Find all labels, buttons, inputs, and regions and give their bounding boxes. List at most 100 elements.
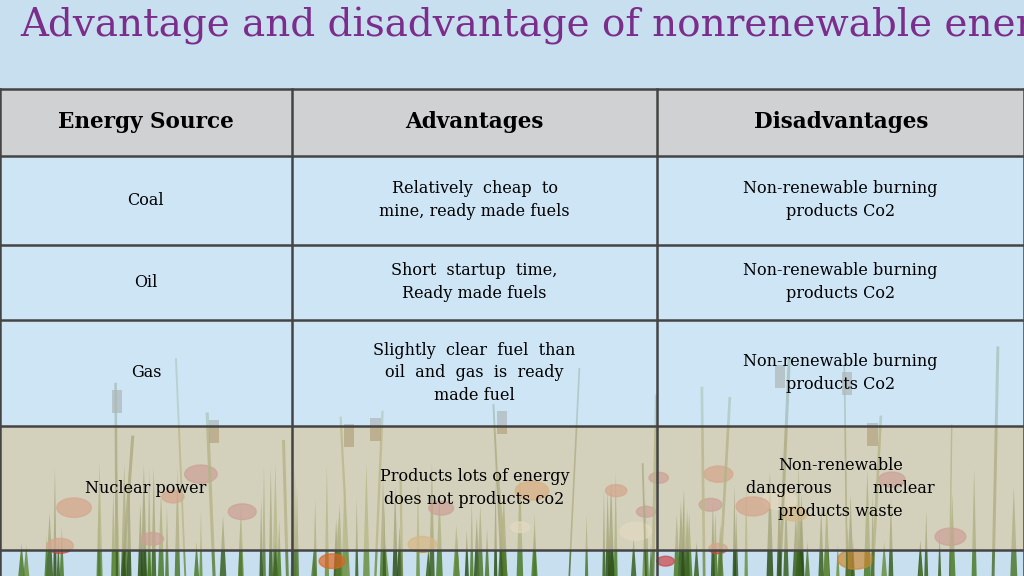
Text: Non-renewable burning
products Co2: Non-renewable burning products Co2 (743, 262, 938, 302)
Polygon shape (805, 541, 810, 576)
Text: Products lots of energy
does not products co2: Products lots of energy does not product… (380, 468, 569, 508)
Polygon shape (138, 503, 143, 576)
Polygon shape (684, 510, 690, 576)
Text: Advantages: Advantages (406, 111, 544, 134)
Polygon shape (711, 499, 715, 576)
Polygon shape (200, 510, 203, 576)
Polygon shape (613, 472, 617, 576)
Polygon shape (123, 542, 126, 576)
Polygon shape (436, 493, 442, 576)
Polygon shape (602, 490, 605, 576)
Bar (0, 89, 1024, 156)
Polygon shape (837, 543, 840, 576)
Polygon shape (380, 476, 386, 576)
Polygon shape (608, 481, 614, 576)
Text: Non-renewable burning
products Co2: Non-renewable burning products Co2 (743, 180, 938, 220)
Circle shape (879, 472, 905, 487)
Circle shape (649, 472, 669, 483)
Polygon shape (796, 535, 802, 576)
Polygon shape (336, 503, 343, 576)
Polygon shape (140, 465, 147, 576)
Text: Disadvantages: Disadvantages (754, 111, 928, 134)
Polygon shape (1011, 487, 1017, 576)
Text: Nuclear power: Nuclear power (85, 480, 207, 497)
Polygon shape (342, 470, 348, 576)
Polygon shape (194, 541, 199, 576)
Bar (0, 156, 1024, 245)
Circle shape (141, 532, 164, 545)
Polygon shape (682, 493, 685, 576)
Polygon shape (46, 513, 53, 576)
Polygon shape (631, 537, 636, 576)
Polygon shape (291, 476, 294, 576)
Polygon shape (799, 509, 804, 576)
Circle shape (703, 466, 733, 482)
Bar (344, 423, 354, 446)
Polygon shape (396, 526, 402, 576)
Circle shape (838, 550, 873, 569)
Polygon shape (972, 468, 977, 576)
Polygon shape (871, 494, 874, 576)
Text: Non-renewable burning
products Co2: Non-renewable burning products Co2 (743, 353, 938, 393)
Polygon shape (158, 490, 164, 576)
Polygon shape (392, 486, 398, 576)
Polygon shape (642, 499, 648, 576)
Circle shape (162, 491, 184, 503)
Polygon shape (517, 472, 523, 576)
Polygon shape (686, 513, 692, 576)
Polygon shape (649, 543, 653, 576)
Text: Non-renewable
dangerous        nuclear
products waste: Non-renewable dangerous nuclear products… (746, 457, 935, 520)
Polygon shape (845, 526, 850, 576)
Polygon shape (465, 530, 469, 576)
Circle shape (515, 482, 549, 500)
Polygon shape (383, 505, 386, 576)
Polygon shape (112, 491, 116, 576)
Polygon shape (882, 541, 887, 576)
Polygon shape (777, 487, 781, 576)
Polygon shape (44, 536, 48, 576)
Polygon shape (293, 468, 297, 576)
Circle shape (46, 539, 74, 554)
Polygon shape (818, 507, 824, 576)
Polygon shape (262, 467, 266, 576)
Circle shape (56, 498, 91, 517)
Polygon shape (484, 528, 489, 576)
Polygon shape (918, 540, 923, 576)
Polygon shape (531, 524, 538, 576)
Circle shape (657, 556, 675, 566)
Bar (842, 372, 852, 395)
Polygon shape (56, 537, 60, 576)
Circle shape (511, 522, 529, 533)
Polygon shape (259, 499, 263, 576)
Polygon shape (453, 525, 460, 576)
Polygon shape (24, 545, 30, 576)
Polygon shape (152, 467, 157, 576)
Polygon shape (295, 485, 299, 576)
Text: Short  startup  time,
Ready made fuels: Short startup time, Ready made fuels (391, 262, 558, 302)
Bar (0, 320, 1024, 426)
Bar (774, 365, 784, 388)
Polygon shape (53, 468, 56, 576)
Polygon shape (239, 504, 244, 576)
Text: Slightly  clear  fuel  than
oil  and  gas  is  ready
made fuel: Slightly clear fuel than oil and gas is … (374, 342, 575, 404)
Polygon shape (494, 481, 498, 576)
Circle shape (184, 465, 217, 483)
Polygon shape (864, 470, 870, 576)
Polygon shape (919, 550, 923, 576)
Polygon shape (18, 543, 25, 576)
Polygon shape (292, 539, 295, 576)
Polygon shape (325, 465, 329, 576)
Polygon shape (499, 507, 505, 576)
Polygon shape (938, 532, 941, 576)
Polygon shape (239, 519, 243, 576)
Bar (867, 423, 878, 446)
Bar (0, 245, 1024, 320)
Text: Energy Source: Energy Source (58, 111, 233, 134)
Polygon shape (605, 490, 610, 576)
Circle shape (637, 506, 655, 517)
Polygon shape (925, 511, 928, 576)
Polygon shape (949, 494, 955, 576)
Polygon shape (220, 516, 226, 576)
Polygon shape (127, 468, 131, 576)
Text: Oil: Oil (134, 274, 158, 291)
